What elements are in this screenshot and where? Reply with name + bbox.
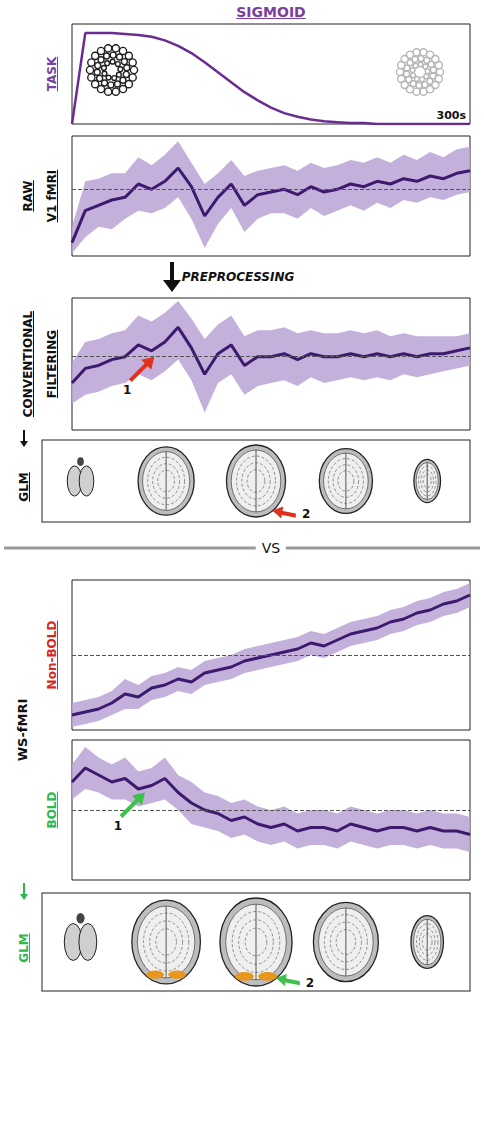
- html-text:BOLD: BOLD: [45, 791, 59, 829]
- html-text:GLM: GLM: [17, 472, 31, 502]
- html-text:PREPROCESSING: PREPROCESSING: [181, 270, 295, 284]
- html-text:GLM: GLM: [17, 933, 31, 963]
- html-text:2: 2: [302, 507, 311, 521]
- html-text:V1 fMRI: V1 fMRI: [45, 169, 59, 223]
- html-text:RAW: RAW: [21, 180, 35, 212]
- svg-text:300s: 300s: [436, 109, 466, 122]
- html-text:WS-fMRI: WS-fMRI: [14, 698, 30, 762]
- svg-text:1: 1: [123, 383, 131, 397]
- html-text:2: 2: [305, 976, 314, 990]
- html-text:CONVENTIONAL: CONVENTIONAL: [21, 310, 35, 418]
- html-text:TASK: TASK: [45, 56, 59, 92]
- html-text:Non-BOLD: Non-BOLD: [45, 620, 59, 690]
- html-text:SIGMOID: SIGMOID: [236, 4, 306, 20]
- html-text:FILTERING: FILTERING: [45, 329, 59, 399]
- svg-text:1: 1: [114, 819, 122, 833]
- html-text:VS: VS: [261, 540, 281, 556]
